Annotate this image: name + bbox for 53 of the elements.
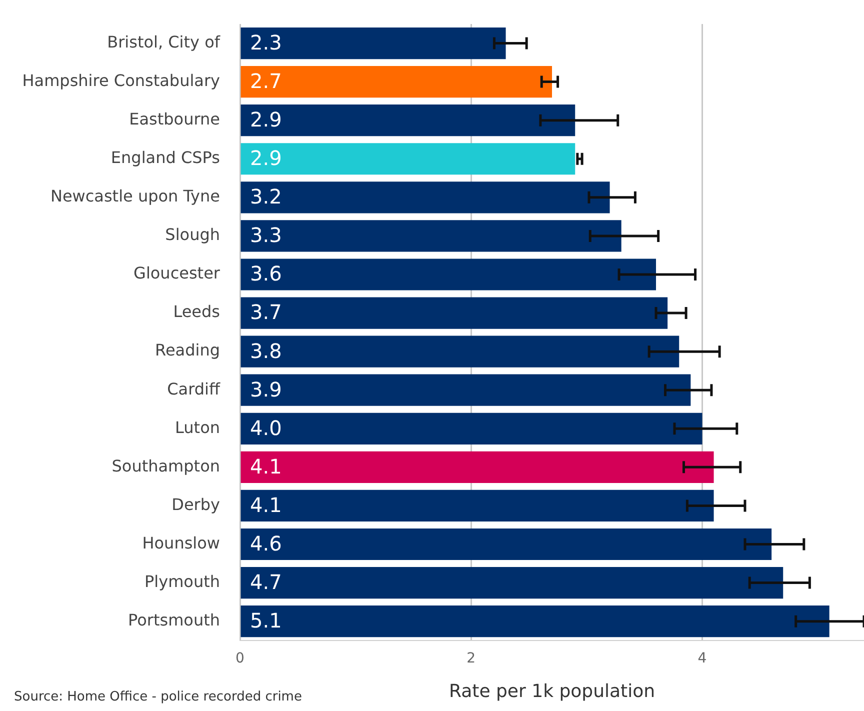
x-tick-label: 2 bbox=[466, 650, 476, 667]
bar bbox=[240, 490, 714, 522]
data-label: 3.8 bbox=[250, 338, 282, 363]
y-tick-label: Southampton bbox=[112, 456, 220, 476]
data-label: 3.6 bbox=[250, 262, 282, 286]
data-label: 2.3 bbox=[250, 30, 282, 54]
y-tick-label: Hounslow bbox=[142, 533, 220, 552]
data-label: 3.2 bbox=[250, 184, 282, 209]
y-tick-label: Luton bbox=[175, 418, 220, 437]
bar bbox=[240, 27, 506, 60]
data-label: 4.7 bbox=[250, 570, 282, 594]
data-label: 4.6 bbox=[250, 531, 282, 556]
bar bbox=[240, 374, 691, 406]
y-tick-label: Eastbourne bbox=[129, 110, 220, 128]
bar bbox=[240, 528, 772, 560]
bar bbox=[240, 412, 702, 444]
bar bbox=[240, 258, 656, 290]
data-label: 3.9 bbox=[250, 377, 282, 402]
bar bbox=[240, 566, 784, 599]
data-label: 2.9 bbox=[250, 146, 282, 170]
bar bbox=[240, 104, 576, 136]
data-label: 4.1 bbox=[250, 492, 282, 517]
bar bbox=[240, 336, 680, 368]
data-label: 5.1 bbox=[250, 608, 282, 633]
bar bbox=[240, 182, 610, 214]
x-axis-title: Rate per 1k population bbox=[449, 680, 655, 702]
data-label: 3.3 bbox=[250, 223, 282, 248]
data-label: 2.7 bbox=[250, 69, 282, 94]
data-label: 4.1 bbox=[250, 454, 282, 478]
y-tick-label: Newcastle upon Tyne bbox=[50, 186, 220, 206]
data-label: 4.0 bbox=[250, 416, 282, 440]
bar bbox=[240, 66, 552, 98]
y-tick-label: Leeds bbox=[173, 302, 220, 322]
x-tick-label: 4 bbox=[698, 650, 707, 667]
y-tick-label: Bristol, City of bbox=[107, 32, 220, 52]
y-tick-label: England CSPs bbox=[110, 148, 220, 168]
bar bbox=[240, 220, 622, 252]
y-tick-label: Plymouth bbox=[144, 572, 220, 591]
data-label: 3.7 bbox=[250, 300, 282, 324]
data-label: 2.9 bbox=[250, 108, 282, 132]
source-note: Source: Home Office - police recorded crime bbox=[14, 689, 302, 704]
y-tick-label: Derby bbox=[172, 494, 220, 514]
x-tick-label: 0 bbox=[236, 650, 244, 667]
bar bbox=[240, 297, 668, 329]
y-tick-label: Hampshire Constabulary bbox=[22, 70, 220, 90]
y-tick-label: Cardiff bbox=[167, 379, 221, 398]
y-tick-label: Portsmouth bbox=[128, 610, 220, 630]
y-tick-label: Slough bbox=[165, 225, 220, 244]
y-tick-label: Gloucester bbox=[134, 264, 220, 283]
bar bbox=[240, 606, 830, 638]
bar bbox=[240, 451, 714, 483]
y-tick-label: Reading bbox=[155, 340, 220, 360]
bar bbox=[240, 143, 576, 175]
